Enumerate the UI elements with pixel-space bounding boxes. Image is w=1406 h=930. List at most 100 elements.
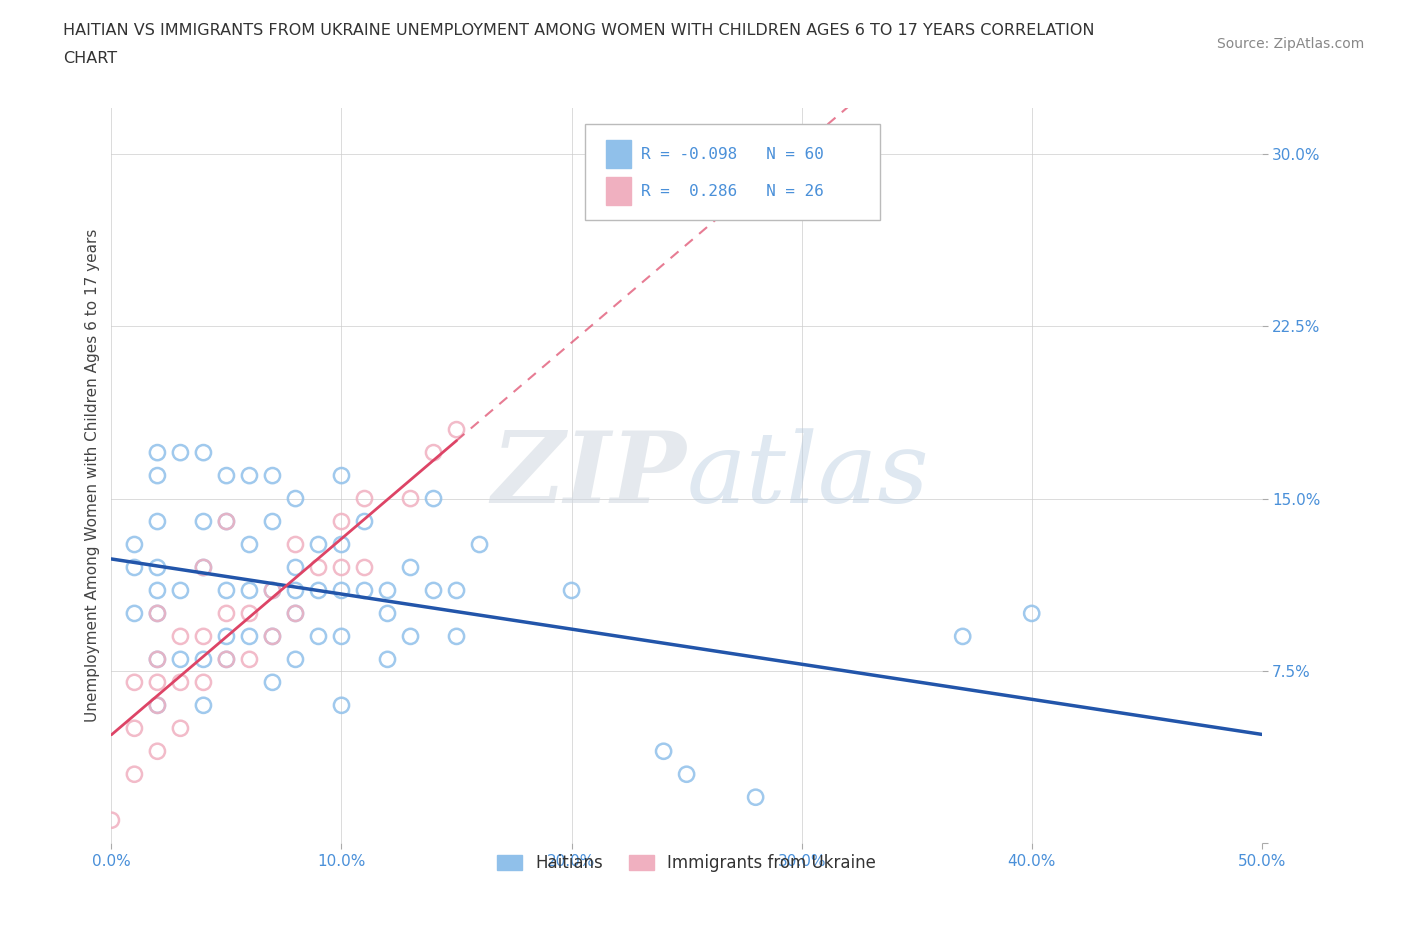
Point (262, 514, 284, 529)
Text: R = -0.098   N = 60: R = -0.098 N = 60 (641, 147, 824, 162)
Point (284, 606, 307, 621)
Text: CHART: CHART (63, 51, 117, 66)
Point (215, 652, 238, 667)
Point (193, 560, 215, 575)
Point (446, 629, 468, 644)
Point (284, 606, 307, 621)
Point (146, 468, 169, 483)
FancyBboxPatch shape (606, 177, 631, 205)
Point (952, 629, 974, 644)
Point (215, 514, 238, 529)
Point (308, 560, 330, 575)
Text: Source: ZipAtlas.com: Source: ZipAtlas.com (1216, 37, 1364, 51)
Point (308, 583, 330, 598)
Point (330, 537, 353, 551)
Point (193, 652, 215, 667)
Point (238, 629, 260, 644)
Point (146, 445, 169, 460)
Point (124, 537, 146, 551)
Legend: Haitians, Immigrants from Ukraine: Haitians, Immigrants from Ukraine (491, 847, 883, 879)
Point (215, 468, 238, 483)
Point (353, 514, 375, 529)
Point (262, 675, 284, 690)
Point (146, 652, 169, 667)
Point (193, 675, 215, 690)
Point (146, 675, 169, 690)
Point (124, 606, 146, 621)
Point (561, 583, 583, 598)
Point (377, 606, 399, 621)
FancyBboxPatch shape (606, 140, 631, 168)
Point (377, 583, 399, 598)
Point (146, 698, 169, 712)
Point (169, 583, 191, 598)
Point (100, 813, 122, 828)
Point (422, 445, 444, 460)
Point (330, 468, 353, 483)
Point (215, 583, 238, 598)
Point (124, 767, 146, 782)
Point (330, 560, 353, 575)
Point (262, 583, 284, 598)
Text: atlas: atlas (686, 428, 929, 524)
Point (1021, 606, 1043, 621)
Point (330, 583, 353, 598)
Point (284, 491, 307, 506)
Point (169, 721, 191, 736)
Point (193, 629, 215, 644)
Point (215, 514, 238, 529)
Point (330, 698, 353, 712)
Point (284, 583, 307, 598)
Point (193, 445, 215, 460)
Point (146, 606, 169, 621)
Point (215, 652, 238, 667)
Point (399, 560, 422, 575)
Point (422, 491, 444, 506)
Point (124, 560, 146, 575)
Text: R =  0.286   N = 26: R = 0.286 N = 26 (641, 183, 824, 199)
Text: HAITIAN VS IMMIGRANTS FROM UKRAINE UNEMPLOYMENT AMONG WOMEN WITH CHILDREN AGES 6: HAITIAN VS IMMIGRANTS FROM UKRAINE UNEMP… (63, 23, 1095, 38)
Point (146, 606, 169, 621)
Point (262, 468, 284, 483)
Point (169, 675, 191, 690)
Point (330, 514, 353, 529)
Point (146, 514, 169, 529)
Point (353, 491, 375, 506)
Point (146, 744, 169, 759)
Point (193, 698, 215, 712)
Point (353, 560, 375, 575)
Point (652, 744, 675, 759)
Point (446, 422, 468, 437)
Point (215, 606, 238, 621)
Point (284, 537, 307, 551)
Point (124, 721, 146, 736)
Point (215, 629, 238, 644)
Point (193, 514, 215, 529)
Point (146, 698, 169, 712)
Point (238, 583, 260, 598)
Point (446, 583, 468, 598)
Point (399, 629, 422, 644)
Point (377, 652, 399, 667)
Point (238, 537, 260, 551)
Point (284, 652, 307, 667)
Point (675, 767, 697, 782)
Point (284, 560, 307, 575)
Point (262, 629, 284, 644)
Point (146, 652, 169, 667)
Point (238, 468, 260, 483)
Point (238, 606, 260, 621)
Point (193, 560, 215, 575)
Point (146, 560, 169, 575)
Point (169, 629, 191, 644)
Point (238, 652, 260, 667)
Point (468, 537, 491, 551)
Point (124, 675, 146, 690)
Point (169, 445, 191, 460)
Point (262, 629, 284, 644)
Point (169, 652, 191, 667)
Point (330, 629, 353, 644)
Point (422, 583, 444, 598)
Point (308, 629, 330, 644)
Point (308, 537, 330, 551)
